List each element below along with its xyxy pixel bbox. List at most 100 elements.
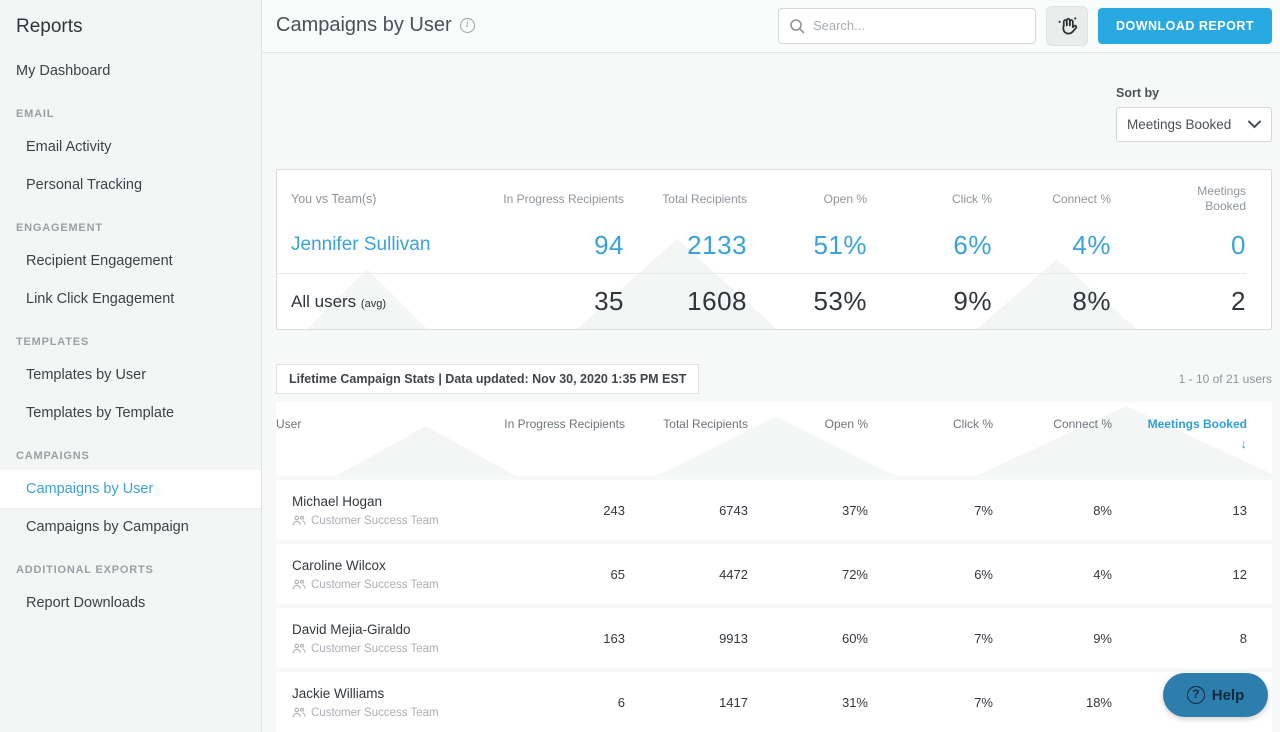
summary-col-header: Click % [867,192,992,208]
summary-col-label: In Progress Recipients [503,191,624,206]
search-box[interactable] [777,7,1036,44]
summary-value: 2133 [687,229,747,260]
table-col-header[interactable]: Total Recipients [625,416,748,432]
table-value: 7% [974,630,993,646]
table-col-header[interactable]: In Progress Recipients [490,416,625,432]
sort-by-select[interactable]: Meetings Booked [1116,106,1272,142]
sort-by-value: Meetings Booked [1127,116,1232,132]
sidebar-item-campaigns-by-campaign[interactable]: Campaigns by Campaign [26,519,189,535]
user-team: Customer Success Team [292,579,490,591]
user-team: Customer Success Team [292,515,490,527]
summary-col-label: Meetings Booked [1197,183,1246,214]
table-value: 8% [1093,502,1112,518]
summary-rows: Jennifer Sullivan 94 2133 51% 6% 4% 0 All users… [277,217,1246,329]
search-input[interactable] [812,18,1025,34]
table-value: 9% [1093,630,1112,646]
summary-col-header: Open % [747,192,867,208]
table-col-header[interactable]: Connect % [993,416,1112,432]
table-value: 8 [1239,630,1247,646]
user-cell: Jackie Williams Customer Success Team [276,676,490,729]
summary-col-label: Open % [823,191,867,206]
table-value: 72% [841,566,868,582]
table-value: 13 [1232,502,1247,518]
sort-by: Sort by Meetings Booked [1116,86,1272,142]
summary-col-header: Total Recipients [624,192,747,208]
help-button[interactable]: ? Help [1163,673,1268,717]
summary-value: 2 [1231,286,1246,316]
summary-header-row: You vs Team(s) In Progress Recipients Tota… [277,170,1246,217]
summary-name-suffix: (avg) [360,297,386,310]
sidebar-section-label: ADDITIONAL EXPORTS [16,564,154,576]
sidebar-section-label: EMAIL [16,108,55,120]
table-row[interactable]: Jackie Williams Customer Success Team 6 141… [276,672,1272,732]
user-name: David Mejia-Giraldo [292,621,411,637]
table-col-header[interactable]: Open % [748,416,868,432]
table-row[interactable]: Caroline Wilcox Customer Success Team 65 44… [276,544,1272,604]
table-value: 6743 [719,502,748,518]
summary-row-name: All users (avg) [277,292,489,312]
sidebar-item-templates-by-user[interactable]: Templates by User [26,367,147,383]
summary-value: 8% [1072,286,1111,316]
summary-col-header: Meetings Booked [1111,184,1246,215]
table-col-header[interactable]: Meetings Booked ↓ [1112,416,1247,453]
question-icon: ? [1186,686,1205,704]
table-value: 31% [841,694,868,710]
people-icon [292,579,306,590]
background-pattern [336,426,516,476]
summary-value: 9% [953,286,992,316]
sidebar-item-link-click-engagement[interactable]: Link Click Engagement [26,291,175,307]
table-value: 1417 [719,694,748,710]
page-title: Campaigns by User [276,14,452,37]
summary-user-name: All users [291,291,357,311]
sidebar-item-report-downloads[interactable]: Report Downloads [26,595,146,611]
summary-row-name[interactable]: Jennifer Sullivan [277,234,489,256]
table-value: 4472 [719,566,748,582]
info-icon[interactable]: i [459,18,475,34]
hand-cursor-icon [1054,13,1080,39]
table-header-row: User In Progress Recipients Total Recipien… [276,402,1272,476]
table-value: 7% [974,502,993,518]
user-cell: David Mejia-Giraldo Customer Success Team [276,612,490,665]
summary-col-header: In Progress Recipients [489,192,624,208]
download-report-button[interactable]: DOWNLOAD REPORT [1097,7,1272,44]
you-vs-team-card: You vs Team(s) In Progress Recipients Tota… [276,168,1272,330]
summary-col-label: Total Recipients [662,191,747,206]
table-col-label: Meetings Booked [1147,417,1247,431]
sidebar-item-templates-by-template[interactable]: Templates by Template [26,405,175,421]
summary-value: 94 [594,229,624,260]
gesture-button[interactable] [1045,5,1088,46]
summary-value: 4% [1072,229,1111,260]
sidebar-section-label: CAMPAIGNS [16,450,90,462]
table-value: 60% [841,630,868,646]
topbar-actions: DOWNLOAD REPORT [777,5,1272,46]
people-icon [292,643,306,654]
summary-col-you-vs-teams: You vs Team(s) [291,192,377,207]
sidebar-item-campaigns-by-user[interactable]: Campaigns by User [0,470,261,508]
sidebar-section-label: TEMPLATES [16,336,89,348]
summary-value: 53% [813,286,867,316]
table-value: 6% [974,566,993,582]
table-col-header[interactable]: Click % [868,416,993,432]
summary-col-header: Connect % [992,192,1111,208]
table-row[interactable]: Michael Hogan Customer Success Team 243 674… [276,480,1272,540]
table-col-header[interactable]: User [276,416,490,432]
sidebar: Reports My Dashboard EMAIL Email Activity… [0,0,262,732]
table-col-label: Total Recipients [663,417,748,431]
summary-row: Jennifer Sullivan 94 2133 51% 6% 4% 0 [277,217,1246,273]
sidebar-item-email-activity[interactable]: Email Activity [26,139,112,155]
table-col-label: User [276,417,302,431]
table-value: 4% [1093,566,1112,582]
user-name: Michael Hogan [292,493,383,509]
table-value: 65 [610,566,625,582]
user-team: Customer Success Team [292,643,490,655]
sidebar-item-personal-tracking[interactable]: Personal Tracking [26,177,143,193]
sidebar-item-recipient-engagement[interactable]: Recipient Engagement [26,253,173,269]
stats-row: Lifetime Campaign Stats | Data updated: … [276,364,1272,394]
table-col-label: Open % [824,417,868,431]
table-row[interactable]: David Mejia-Giraldo Customer Success Team… [276,608,1272,668]
user-cell: Michael Hogan Customer Success Team [276,484,490,537]
summary-value: 0 [1231,229,1246,260]
sidebar-item-my-dashboard[interactable]: My Dashboard [16,63,111,79]
users-table: User In Progress Recipients Total Recipien… [276,402,1272,732]
